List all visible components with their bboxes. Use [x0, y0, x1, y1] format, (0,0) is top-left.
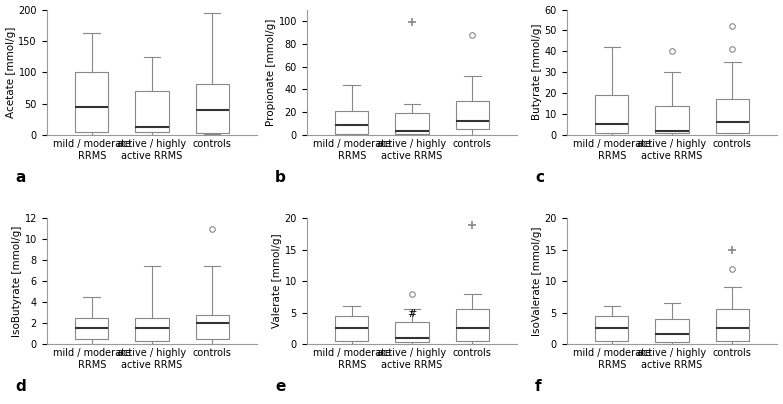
Text: a: a [15, 170, 25, 185]
Y-axis label: IsoValerate [mmol/g]: IsoValerate [mmol/g] [532, 226, 542, 336]
PathPatch shape [335, 316, 368, 341]
PathPatch shape [75, 318, 108, 339]
PathPatch shape [75, 72, 108, 132]
PathPatch shape [456, 309, 489, 341]
Y-axis label: Valerate [mmol/g]: Valerate [mmol/g] [272, 234, 282, 328]
Text: #: # [407, 309, 417, 320]
Y-axis label: Propionate [mmol/g]: Propionate [mmol/g] [265, 19, 276, 126]
PathPatch shape [655, 319, 688, 342]
PathPatch shape [456, 101, 489, 129]
PathPatch shape [595, 95, 629, 133]
Text: d: d [15, 379, 26, 394]
Text: b: b [275, 170, 286, 185]
PathPatch shape [395, 113, 428, 134]
Text: c: c [535, 170, 544, 185]
Y-axis label: IsoButyrate [mmol/g]: IsoButyrate [mmol/g] [12, 225, 22, 337]
PathPatch shape [595, 316, 629, 341]
PathPatch shape [395, 322, 428, 342]
PathPatch shape [335, 111, 368, 134]
PathPatch shape [135, 318, 168, 341]
PathPatch shape [716, 309, 749, 341]
Text: f: f [535, 379, 542, 394]
PathPatch shape [196, 84, 229, 133]
PathPatch shape [655, 106, 688, 133]
Y-axis label: Acetate [mmol/g]: Acetate [mmol/g] [5, 27, 16, 118]
PathPatch shape [196, 315, 229, 339]
Text: e: e [275, 379, 285, 394]
PathPatch shape [716, 99, 749, 133]
Y-axis label: Butyrate [mmol/g]: Butyrate [mmol/g] [532, 24, 542, 120]
PathPatch shape [135, 91, 168, 132]
